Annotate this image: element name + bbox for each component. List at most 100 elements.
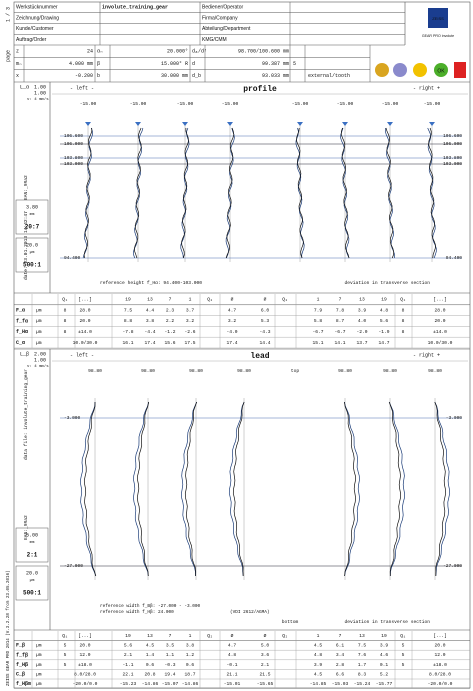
measurement-trace [83,402,97,577]
measurement-trace [82,127,93,259]
table-cell: 20.0 [79,643,90,649]
table-cell: 3.7 [186,307,195,313]
table-cell: -15.77 [376,681,393,687]
table-header: 1 [317,297,320,303]
table-header: Ø [264,296,267,303]
axis-label: -27.000 [64,563,83,569]
table-header: [...] [78,297,92,303]
table-cell: 17.4 [226,340,237,346]
table-header: 1 [317,633,320,639]
table-cell: -15.23 [120,681,137,687]
table-cell: 17.4 [144,340,155,346]
column-value: -15.00 [177,101,194,107]
table-cell: 2.8 [336,662,345,668]
table-cell: 4.8 [380,307,389,313]
scale-ratio: 2:1 [27,552,38,559]
header-field-label: KMG/CMM [202,37,227,43]
param-symbol: dₐ/dᶠ [192,49,207,55]
param-symbol: αₙ [97,49,103,55]
measurement-trace [296,127,304,259]
table-cell: 4.5 [314,643,323,649]
table-cell: ±14.0 [78,329,92,335]
measurement-trace [136,401,150,577]
table-cell: 15.6 [164,340,175,346]
param-symbol: mₙ [16,61,22,67]
table-cell: 5 [64,662,67,668]
table-cell: -6.7 [334,329,345,335]
table-cell: 6.6 [336,671,345,677]
table-cell: 7.6 [358,652,367,658]
table-cell: 4.7 [228,307,237,313]
table-cell: 4.5 [314,671,323,677]
table-cell: 21.1 [226,671,237,677]
table-cell: 5.3 [261,318,270,324]
row-symbol: f_Hα [16,329,28,335]
table-cell: 14.7 [378,340,389,346]
table-cell: 28.0 [79,307,90,313]
frame [13,1,471,689]
scale-value: 1.00 [34,90,46,96]
param-value: -0.200 [75,73,93,79]
table-cell: 5.8 [314,318,323,324]
svg-text:OK: OK [437,68,445,74]
table-cell: 13.7 [356,340,367,346]
param-value: 98.700/100.600 mm [238,49,289,55]
table-cell: 8 [402,329,405,335]
table-header: Q₂ [282,297,288,303]
table-header: 7 [339,297,342,303]
table-cell: 7.5 [358,643,367,649]
measurement-trace [181,401,198,577]
scale-box [15,527,49,563]
column-value: 98.80 [383,368,397,374]
table-cell: -15.24 [354,681,371,687]
table-cell: 8.8 [124,318,133,324]
scale-value: 1.00 [34,357,46,363]
header-field-label: Auftrag/Order [16,37,47,43]
table-cell: 4.8 [314,652,323,658]
table-cell: 5.6 [380,318,389,324]
axis-label: 103.000 [443,161,462,167]
table-cell: -15.01 [224,681,241,687]
table-cell: 2.1 [261,662,270,668]
row-symbol: F_α [16,308,25,314]
measurement-trace [427,127,437,259]
table-cell: 12.0 [79,652,90,658]
measurement-trace [434,401,447,577]
axis-label: 106.000 [443,141,462,147]
table-cell: 3.9 [358,307,367,313]
table-header: [...] [433,633,447,639]
scale-symbol: L_α [20,84,29,90]
table-cell: 7.9 [314,307,323,313]
row-unit: µm [36,319,42,324]
table-header: Ø [231,632,234,639]
column-value: -15.00 [424,101,441,107]
column-value: -15.00 [382,101,399,107]
measurement-trace [184,401,198,577]
measurement-trace [388,401,401,577]
row-symbol: f_Hβ [16,662,28,668]
table-cell: -15.65 [257,681,274,687]
side-left: - left - [70,85,94,91]
table-cell: 20.0 [434,318,445,324]
table-cell: 5.0 [261,643,270,649]
footer-note: deviation in transverse section [345,619,431,625]
column-value: 98.80 [237,368,251,374]
table-cell: -14.86 [142,681,159,687]
measurement-trace [232,401,245,577]
table-cell: 4.5 [146,643,155,649]
table-header: Q₁ [62,297,68,303]
param-value: 99.387 mm [262,61,289,67]
table-cell: 17.5 [184,340,195,346]
table-cell: -14.85 [310,681,327,687]
scale-unit: mm [30,213,35,217]
param-value: 93.033 mm [262,73,289,79]
axis-label: 103.800 [443,155,462,161]
table-cell: -0.3 [164,662,175,668]
scale-ratio: 500:1 [23,262,41,269]
table-cell: 4.4 [146,307,155,313]
table-cell: 3.2 [228,318,237,324]
param-symbol: z [16,49,19,55]
scale-value: 20.0 [26,242,38,248]
table-header: 7 [169,633,172,639]
param-symbol: β [97,61,100,67]
